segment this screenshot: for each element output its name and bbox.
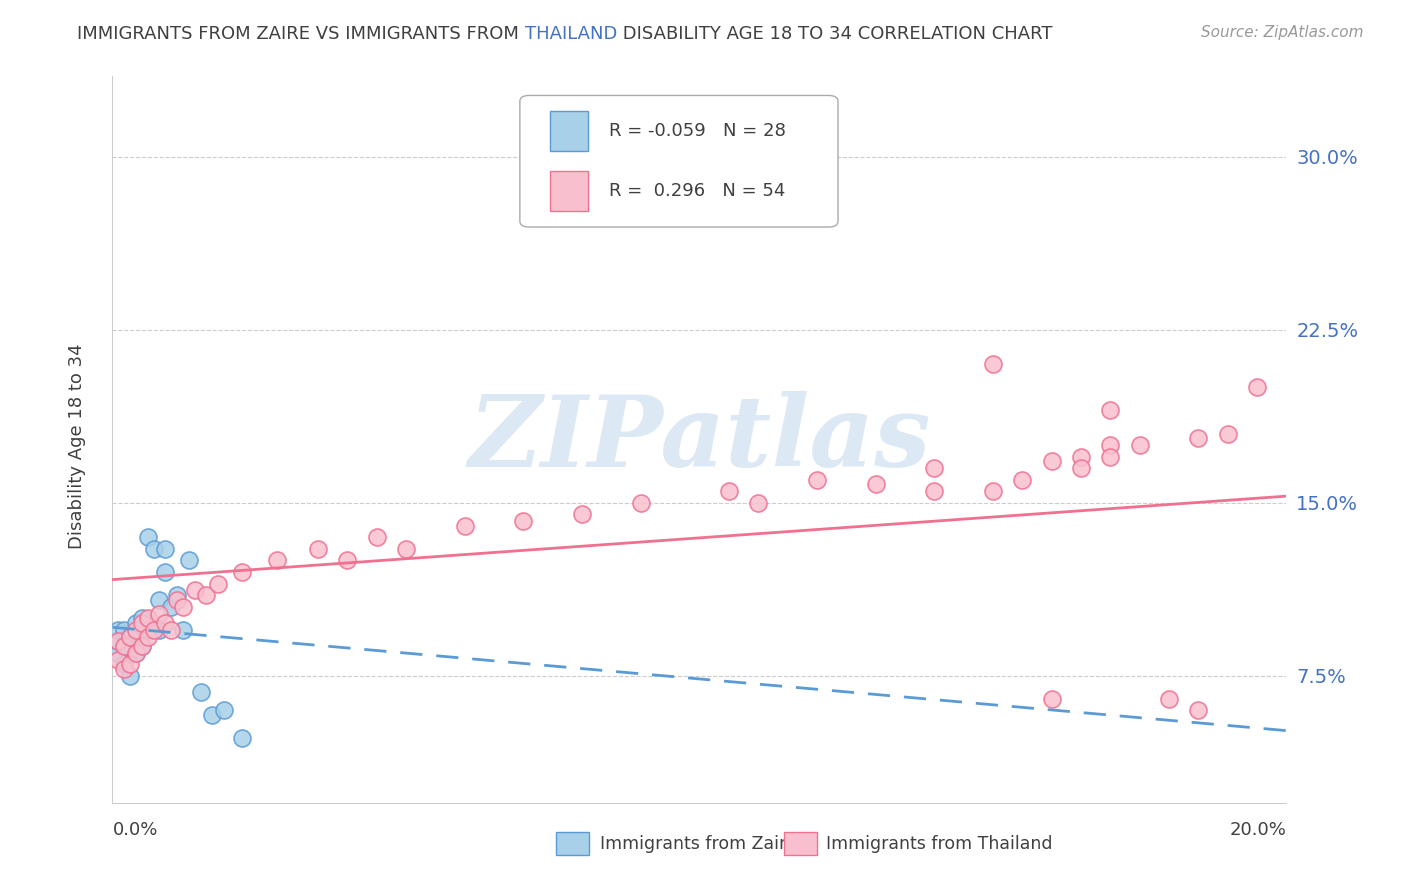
- Text: DISABILITY AGE 18 TO 34 CORRELATION CHART: DISABILITY AGE 18 TO 34 CORRELATION CHAR…: [617, 25, 1053, 43]
- Point: [136, 611, 159, 625]
- Text: R =  0.296   N = 54: R = 0.296 N = 54: [609, 182, 786, 200]
- Point: [336, 553, 359, 567]
- Point: [107, 623, 129, 637]
- Point: [1099, 450, 1122, 464]
- Point: [1099, 403, 1122, 417]
- Point: [148, 592, 170, 607]
- Point: [924, 461, 946, 475]
- Bar: [557, 832, 589, 855]
- Point: [142, 541, 165, 556]
- Point: [201, 708, 224, 723]
- Point: [131, 639, 153, 653]
- Point: [1040, 454, 1063, 468]
- Point: [195, 588, 218, 602]
- Point: [395, 541, 418, 556]
- Point: [112, 639, 135, 653]
- Point: [131, 639, 153, 653]
- Point: [512, 514, 534, 528]
- Point: [125, 634, 148, 648]
- Point: [112, 623, 135, 637]
- Point: [125, 646, 148, 660]
- Point: [136, 630, 159, 644]
- Bar: [550, 171, 588, 211]
- Point: [155, 565, 177, 579]
- Point: [806, 473, 828, 487]
- Text: R = -0.059   N = 28: R = -0.059 N = 28: [609, 122, 786, 140]
- Point: [1040, 692, 1063, 706]
- Text: Immigrants from Thailand: Immigrants from Thailand: [827, 835, 1053, 853]
- Point: [1099, 438, 1122, 452]
- Point: [453, 519, 475, 533]
- Point: [136, 530, 159, 544]
- Point: [120, 657, 142, 672]
- Point: [177, 553, 200, 567]
- Point: [120, 630, 142, 644]
- Point: [166, 592, 188, 607]
- Point: [981, 484, 1004, 499]
- Point: [231, 731, 253, 746]
- Point: [747, 496, 769, 510]
- Point: [541, 184, 564, 198]
- Point: [125, 623, 148, 637]
- Text: 0.0%: 0.0%: [112, 822, 157, 839]
- Point: [131, 615, 153, 630]
- Point: [142, 623, 165, 637]
- Point: [231, 565, 253, 579]
- Point: [924, 484, 946, 499]
- Point: [183, 583, 205, 598]
- Point: [981, 357, 1004, 371]
- Point: [120, 630, 142, 644]
- Point: [717, 484, 740, 499]
- Point: [1187, 431, 1209, 445]
- Point: [112, 639, 135, 653]
- Point: [125, 646, 148, 660]
- Text: 20.0%: 20.0%: [1230, 822, 1286, 839]
- Point: [1216, 426, 1239, 441]
- Point: [1159, 692, 1181, 706]
- Point: [190, 685, 212, 699]
- Point: [1070, 450, 1092, 464]
- Point: [172, 599, 194, 614]
- Point: [131, 611, 153, 625]
- Point: [1129, 438, 1152, 452]
- Point: [1011, 473, 1033, 487]
- Text: ZIPatlas: ZIPatlas: [468, 391, 931, 488]
- Point: [366, 530, 388, 544]
- Point: [1187, 704, 1209, 718]
- Text: THAILAND: THAILAND: [524, 25, 617, 43]
- Point: [160, 623, 183, 637]
- Point: [155, 541, 177, 556]
- Point: [172, 623, 194, 637]
- Point: [630, 496, 652, 510]
- Point: [136, 623, 159, 637]
- Text: IMMIGRANTS FROM ZAIRE VS IMMIGRANTS FROM: IMMIGRANTS FROM ZAIRE VS IMMIGRANTS FROM: [77, 25, 524, 43]
- Point: [107, 653, 129, 667]
- Point: [207, 576, 229, 591]
- Point: [865, 477, 887, 491]
- Point: [212, 704, 235, 718]
- FancyBboxPatch shape: [520, 95, 838, 227]
- Point: [1070, 461, 1092, 475]
- Text: Disability Age 18 to 34: Disability Age 18 to 34: [69, 343, 86, 549]
- Point: [112, 662, 135, 676]
- Point: [148, 607, 170, 621]
- Point: [160, 599, 183, 614]
- Point: [266, 553, 288, 567]
- Point: [120, 669, 142, 683]
- Point: [112, 657, 135, 672]
- Point: [125, 615, 148, 630]
- Point: [307, 541, 329, 556]
- Point: [148, 623, 170, 637]
- Point: [107, 634, 129, 648]
- Text: Source: ZipAtlas.com: Source: ZipAtlas.com: [1201, 25, 1364, 40]
- Point: [107, 634, 129, 648]
- Point: [107, 646, 129, 660]
- Point: [166, 588, 188, 602]
- Point: [1246, 380, 1268, 394]
- Point: [571, 508, 593, 522]
- Text: Immigrants from Zaire: Immigrants from Zaire: [600, 835, 796, 853]
- Point: [155, 615, 177, 630]
- Bar: [550, 112, 588, 152]
- Bar: [785, 832, 817, 855]
